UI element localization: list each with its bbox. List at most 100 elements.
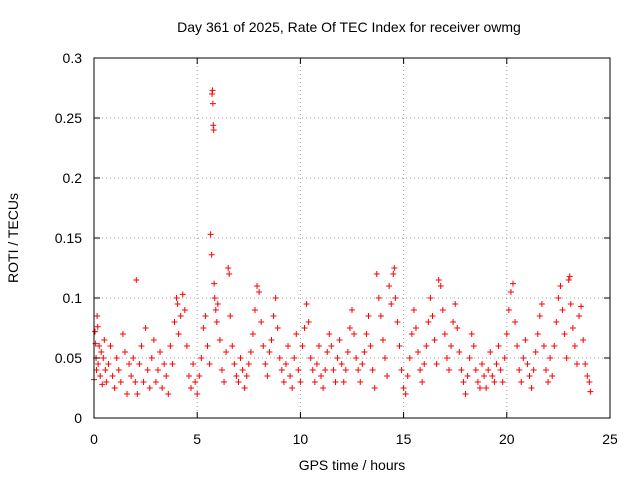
- data-point: [190, 361, 197, 367]
- data-point: [367, 343, 374, 349]
- data-point: [388, 301, 395, 307]
- data-point: [148, 355, 155, 361]
- data-point: [241, 385, 248, 391]
- x-tick-label: 10: [293, 431, 309, 447]
- data-point: [435, 277, 442, 283]
- data-point: [573, 361, 580, 367]
- data-point: [278, 367, 285, 373]
- data-point: [429, 313, 436, 319]
- data-point: [351, 331, 358, 337]
- data-point: [499, 379, 506, 385]
- data-point: [567, 301, 574, 307]
- data-point: [291, 355, 298, 361]
- data-point: [161, 361, 168, 367]
- data-point: [545, 379, 552, 385]
- data-point: [289, 385, 296, 391]
- data-point: [142, 325, 149, 331]
- data-point: [264, 373, 271, 379]
- data-point: [165, 391, 172, 397]
- data-point: [96, 343, 103, 349]
- data-point: [251, 307, 258, 313]
- data-point: [177, 313, 184, 319]
- data-point: [509, 280, 516, 287]
- data-point: [472, 367, 479, 373]
- data-point: [322, 367, 329, 373]
- data-point: [270, 313, 277, 319]
- data-point: [159, 385, 166, 391]
- data-point: [235, 379, 242, 385]
- data-point: [309, 367, 316, 373]
- data-point: [258, 319, 265, 325]
- x-tick-label: 15: [396, 431, 412, 447]
- data-point: [476, 385, 483, 391]
- data-point: [460, 379, 467, 385]
- data-point: [272, 295, 279, 301]
- data-point: [245, 361, 252, 367]
- data-point: [421, 361, 428, 367]
- data-point: [390, 271, 397, 277]
- data-point: [198, 355, 205, 361]
- data-point: [152, 379, 159, 385]
- data-point: [233, 373, 240, 379]
- data-point: [340, 379, 347, 385]
- data-point: [260, 343, 267, 349]
- data-point: [144, 367, 151, 373]
- data-point: [549, 373, 556, 379]
- data-point: [551, 343, 558, 349]
- data-point: [268, 337, 275, 343]
- data-point: [410, 307, 417, 313]
- data-point: [146, 385, 153, 391]
- data-point: [221, 379, 228, 385]
- data-point: [408, 331, 415, 337]
- data-point: [384, 373, 391, 379]
- data-point: [466, 355, 473, 361]
- data-point: [503, 331, 510, 337]
- x-axis-ticks: 0 5 10 15 20 25: [90, 58, 618, 447]
- data-point: [495, 343, 502, 349]
- y-axis-ticks: 0 0.05 0.1 0.15 0.2 0.25 0.3: [55, 50, 610, 426]
- data-point: [481, 373, 488, 379]
- data-point: [417, 367, 424, 373]
- data-point: [491, 379, 498, 385]
- data-point: [357, 379, 364, 385]
- y-tick-label: 0.05: [55, 350, 82, 366]
- data-point: [225, 265, 232, 271]
- data-point: [391, 265, 398, 271]
- data-point: [501, 355, 508, 361]
- data-point: [192, 379, 199, 385]
- data-point: [404, 373, 411, 379]
- data-point: [196, 373, 203, 379]
- data-point: [412, 325, 419, 331]
- data-point: [169, 361, 176, 367]
- data-point: [287, 373, 294, 379]
- data-point: [223, 349, 230, 355]
- data-point: [470, 343, 477, 349]
- data-point: [586, 379, 593, 385]
- data-point: [299, 343, 306, 349]
- data-point: [371, 385, 378, 391]
- data-point: [582, 361, 589, 367]
- data-point: [336, 337, 343, 343]
- data-point: [194, 391, 201, 397]
- data-point: [396, 343, 403, 349]
- data-point: [313, 361, 320, 367]
- data-point: [377, 313, 384, 319]
- data-point: [363, 331, 370, 337]
- y-tick-label: 0.3: [63, 50, 83, 66]
- data-point: [109, 373, 116, 379]
- data-point: [124, 391, 131, 397]
- y-tick-label: 0.25: [55, 110, 82, 126]
- data-point: [173, 295, 180, 301]
- data-point: [315, 343, 322, 349]
- data-point: [464, 373, 471, 379]
- data-point: [247, 349, 254, 355]
- data-point: [534, 331, 541, 337]
- data-point: [402, 391, 409, 397]
- data-point: [540, 343, 547, 349]
- data-point: [311, 379, 318, 385]
- y-tick-label: 0: [74, 410, 82, 426]
- data-point: [208, 251, 215, 258]
- x-axis-label: GPS time / hours: [299, 457, 406, 473]
- y-tick-label: 0.1: [63, 290, 83, 306]
- data-point: [561, 331, 568, 337]
